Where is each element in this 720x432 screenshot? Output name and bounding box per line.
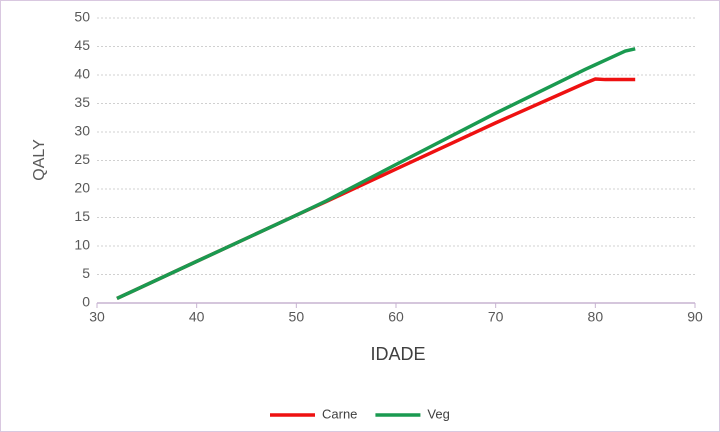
y-tick-label: 20 — [74, 180, 90, 196]
y-tick-label: 15 — [74, 208, 90, 224]
y-tick-label: 30 — [74, 123, 90, 139]
x-tick-label: 80 — [588, 309, 604, 325]
x-tick-label: 90 — [687, 309, 703, 325]
x-tick-label: 60 — [388, 309, 404, 325]
x-tick-label: 70 — [488, 309, 504, 325]
y-tick-label: 0 — [82, 294, 90, 310]
y-tick-label: 50 — [74, 9, 90, 25]
y-tick-label: 25 — [74, 151, 90, 167]
x-tick-label: 50 — [289, 309, 305, 325]
x-tick-label: 30 — [89, 309, 105, 325]
series-line — [116, 47, 636, 301]
y-tick-label: 5 — [82, 265, 90, 281]
x-tick-label: 40 — [189, 309, 205, 325]
legend-label: Carne — [322, 406, 357, 421]
y-tick-label: 40 — [74, 66, 90, 82]
legend-label: Veg — [427, 406, 449, 421]
y-tick-label: 10 — [74, 237, 90, 253]
y-tick-label: 45 — [74, 37, 90, 53]
y-tick-label: 35 — [74, 94, 90, 110]
y-axis-label: QALY — [31, 139, 48, 181]
x-axis-label: IDADE — [370, 344, 425, 364]
